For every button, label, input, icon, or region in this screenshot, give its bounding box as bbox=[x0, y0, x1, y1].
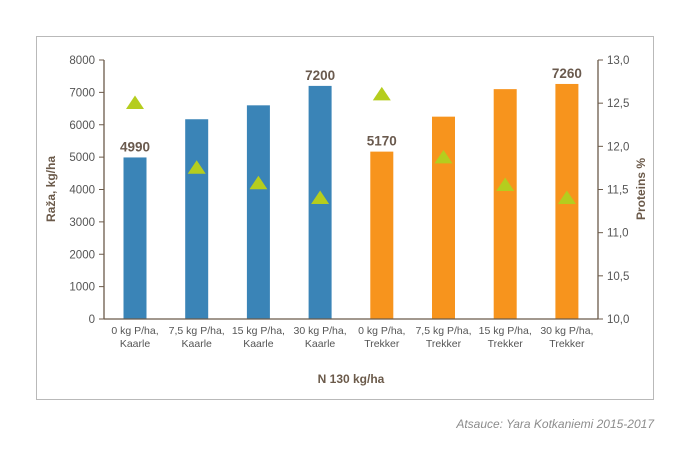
bar bbox=[185, 119, 209, 319]
y-tick-label: 1000 bbox=[69, 282, 95, 294]
x-tick-label: 0 kg P/ha, Trekker bbox=[358, 325, 405, 350]
source-note: Atsauce: Yara Kotkaniemi 2015-2017 bbox=[456, 417, 654, 431]
protein-marker bbox=[496, 177, 515, 192]
bar-value-label: 7260 bbox=[552, 66, 582, 81]
x-tick-label: 30 kg P/ha, Kaarle bbox=[294, 325, 347, 350]
y2-tick-label: 12,0 bbox=[607, 141, 629, 153]
chart-frame bbox=[36, 36, 654, 400]
y2-tick-label: 10,5 bbox=[607, 271, 629, 283]
right-axis-ticks: 10,0 10,5 11,0 11,5 12,0 12,5 13,0 bbox=[598, 55, 629, 326]
bar-series bbox=[123, 83, 579, 320]
protein-marker bbox=[434, 149, 453, 164]
bar bbox=[370, 151, 394, 319]
protein-marker bbox=[557, 190, 576, 204]
bar-value-label: 5170 bbox=[367, 134, 397, 149]
y2-tick-label: 13,0 bbox=[607, 55, 629, 67]
protein-marker bbox=[311, 190, 330, 204]
x-tick-label: 15 kg P/ha, Trekker bbox=[479, 325, 532, 350]
protein-marker bbox=[372, 86, 391, 101]
y-tick-label: 0 bbox=[89, 314, 95, 326]
bar bbox=[246, 105, 270, 319]
y2-tick-label: 10,0 bbox=[607, 314, 629, 326]
x-tick-label: 15 kg P/ha, Kaarle bbox=[232, 325, 285, 350]
y2-axis-title: Proteins % bbox=[634, 158, 648, 220]
y-tick-label: 2000 bbox=[69, 249, 95, 261]
protein-marker bbox=[126, 95, 144, 110]
x-tick-label: 0 kg P/ha, Kaarle bbox=[111, 325, 158, 350]
x-tick-label: 30 kg P/ha, Trekker bbox=[540, 325, 593, 350]
bar bbox=[493, 89, 517, 319]
y2-tick-label: 11,5 bbox=[607, 185, 629, 197]
y2-tick-label: 11,0 bbox=[607, 228, 629, 240]
bar-value-label: 7200 bbox=[305, 68, 335, 83]
x-axis-title: N 130 kg/ha bbox=[318, 372, 385, 386]
protein-marker bbox=[187, 160, 206, 174]
protein-markers bbox=[126, 86, 576, 204]
left-axis-ticks: 0 1000 2000 3000 4000 5000 6000 7000 8000 bbox=[69, 55, 104, 326]
bar bbox=[123, 157, 147, 319]
bar bbox=[432, 116, 455, 319]
y-tick-label: 4000 bbox=[69, 185, 95, 197]
y2-tick-label: 12,5 bbox=[607, 98, 629, 110]
y-tick-label: 6000 bbox=[69, 120, 95, 132]
y-tick-label: 7000 bbox=[69, 87, 95, 99]
y-tick-label: 5000 bbox=[69, 152, 95, 164]
x-tick-label: 7,5 kg P/ha, Trekker bbox=[415, 325, 471, 350]
y-tick-label: 8000 bbox=[69, 55, 95, 67]
protein-marker bbox=[249, 175, 268, 190]
y-axis-title: Raža, kg/ha bbox=[44, 156, 58, 222]
category-labels: 0 kg P/ha, Kaarle 7,5 kg P/ha, Kaarle 15 kg … bbox=[111, 325, 593, 350]
data-labels: 4990 7200 5170 7260 bbox=[120, 66, 582, 154]
bar-value-label: 4990 bbox=[120, 139, 150, 154]
y-tick-label: 3000 bbox=[69, 217, 95, 229]
x-tick-label: 7,5 kg P/ha, Kaarle bbox=[169, 325, 225, 350]
